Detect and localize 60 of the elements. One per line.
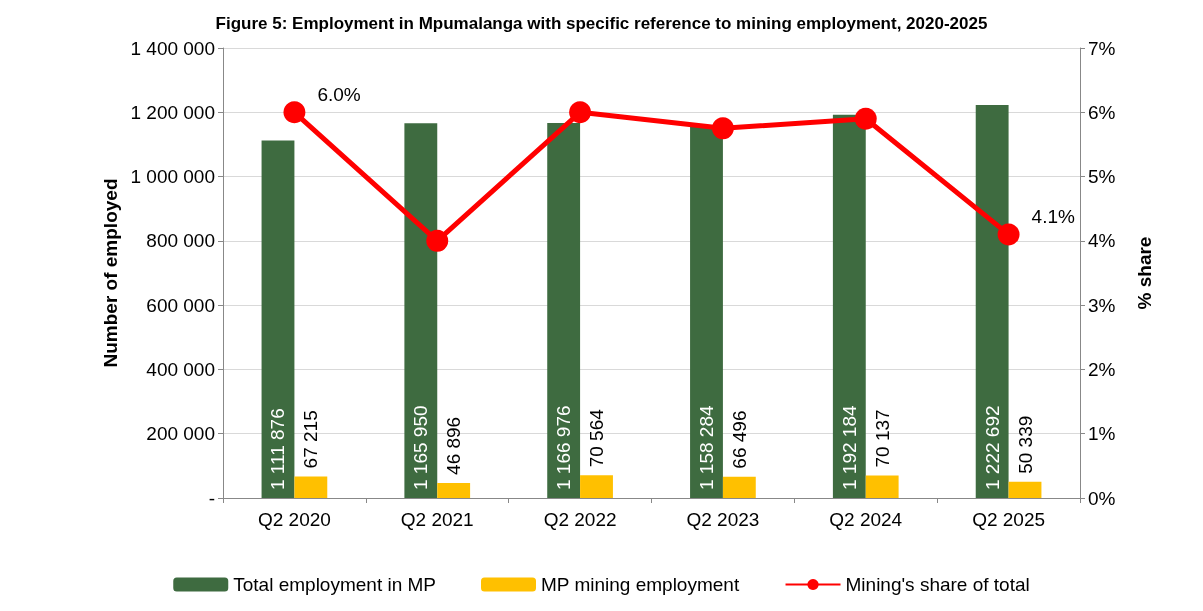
data-label: 70 564 — [586, 408, 608, 468]
y2-tick-label: 3% — [1088, 294, 1116, 316]
x-tick-label: Q2 2020 — [257, 509, 331, 530]
data-label: 6.0% — [317, 83, 361, 105]
bar — [865, 475, 899, 498]
y2-tick-label: 7% — [1088, 37, 1116, 59]
data-label: 1 222 692 — [981, 405, 1003, 490]
x-tick-label: Q2 2024 — [829, 509, 903, 530]
data-label: 4.1% — [1031, 205, 1075, 227]
y-tick-label: 1 400 000 — [130, 37, 215, 59]
bar — [580, 475, 613, 498]
point — [711, 117, 734, 140]
bar — [437, 482, 471, 498]
point — [569, 101, 592, 124]
bar — [975, 104, 1009, 498]
bar — [404, 123, 438, 498]
bar — [690, 125, 723, 498]
y-axis-title: Number of employed — [99, 178, 121, 368]
y-tick-label: 600 000 — [146, 294, 215, 316]
x-tick-label: Q2 2023 — [686, 509, 760, 530]
data-label: 46 896 — [443, 416, 465, 475]
y2-tick-label: 4% — [1088, 230, 1116, 252]
data-label: 1 192 184 — [838, 405, 860, 490]
point — [854, 107, 877, 130]
y2-axis-title: % share — [1134, 236, 1155, 310]
x-tick-label: Q2 2022 — [543, 509, 617, 530]
bar — [832, 114, 866, 498]
bar — [294, 476, 328, 498]
bar — [1008, 481, 1042, 498]
y-tick-label: 1 200 000 — [130, 101, 215, 123]
legend-label: Total employment in MP — [233, 574, 437, 595]
chart-title: Figure 5: Employment in Mpumalanga with specific reference to mining employment, 2020-2025 — [215, 14, 988, 33]
data-label: 67 215 — [300, 410, 322, 469]
y2-tick-label: 5% — [1088, 166, 1116, 188]
bar — [722, 476, 756, 498]
bar — [547, 122, 581, 498]
point — [426, 229, 449, 252]
data-label: 70 137 — [871, 409, 893, 468]
y-tick-label: 200 000 — [146, 423, 215, 445]
y-tick-label: - — [208, 487, 215, 509]
y2-tick-label: 1% — [1088, 423, 1116, 445]
data-label: 66 496 — [728, 410, 750, 469]
legend-label: MP mining employment — [541, 574, 740, 595]
y-tick-label: 1 000 000 — [130, 166, 215, 188]
bar — [261, 140, 295, 498]
point — [997, 223, 1020, 246]
point — [283, 101, 306, 124]
y2-tick-label: 2% — [1088, 358, 1116, 380]
data-label: 1 111 876 — [267, 408, 289, 490]
data-label: 1 165 950 — [410, 405, 432, 490]
x-tick-label: Q2 2025 — [972, 509, 1046, 530]
y-tick-label: 400 000 — [146, 358, 215, 380]
y2-tick-label: 0% — [1088, 487, 1116, 509]
data-label: 1 158 284 — [695, 405, 717, 490]
y-tick-label: 800 000 — [146, 230, 215, 252]
x-tick-label: Q2 2021 — [400, 509, 474, 530]
legend-label: Mining's share of total — [845, 574, 1030, 595]
data-label: 1 166 976 — [553, 405, 575, 490]
data-label: 50 339 — [1014, 415, 1036, 474]
y2-tick-label: 6% — [1088, 101, 1116, 123]
